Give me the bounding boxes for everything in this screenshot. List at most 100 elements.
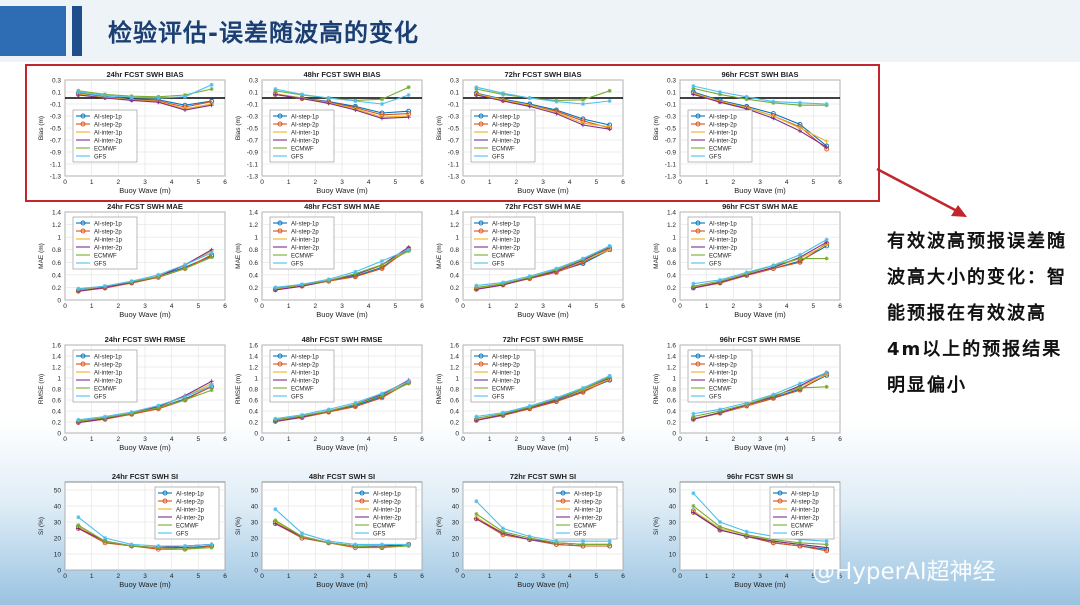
x-tick-label: 0: [63, 303, 67, 310]
x-tick-label: 0: [260, 573, 264, 580]
y-tick-label: 1.2: [249, 222, 258, 229]
chart-panel-8: [679, 211, 841, 301]
x-tick-label: 0: [260, 303, 264, 310]
legend-box: [687, 109, 753, 163]
data-point: [76, 286, 81, 291]
legend-marker: [277, 228, 283, 234]
data-point: [691, 92, 696, 97]
data-point: [718, 524, 722, 529]
data-point: [744, 529, 749, 534]
series-line-AI-inter-2p: [275, 93, 409, 119]
chart-title: 48hr FCST SWH RMSE: [302, 335, 383, 344]
data-point: [744, 400, 749, 405]
y-tick-label: 0.8: [450, 387, 459, 394]
data-point: [607, 127, 612, 132]
series-line-AI-inter-2p: [476, 246, 610, 290]
data-point: [527, 274, 532, 279]
data-point: [406, 542, 411, 547]
x-tick-label: 3: [541, 573, 545, 580]
legend-label: GFS: [176, 531, 188, 537]
data-point: [607, 243, 612, 248]
legend-marker: [80, 353, 86, 359]
legend-box: [470, 349, 536, 403]
data-point: [744, 94, 749, 99]
legend-label: AI-inter-2p: [709, 138, 738, 144]
data-point: [581, 97, 585, 102]
y-tick-label: 1.4: [249, 354, 258, 361]
legend-box: [154, 486, 220, 540]
data-point: [273, 416, 278, 421]
chart-panel-5: [64, 211, 226, 301]
legend-box: [269, 216, 335, 270]
legend-label: AI-inter-1p: [176, 507, 205, 513]
y-tick-label: 0.1: [249, 90, 258, 97]
y-tick-label: 0.8: [249, 247, 258, 254]
x-tick-label: 4: [785, 436, 789, 443]
legend-label: ECMWF: [492, 386, 515, 392]
x-tick-label: 2: [515, 573, 519, 580]
series-line-AI-step-2p: [476, 93, 610, 129]
series-line-GFS: [693, 371, 827, 415]
legend-marker: [478, 353, 484, 359]
conclusion-text: 有效波高预报误差随波高大小的变化：智能预报在有效波高4m以上的预报结果明显偏小: [887, 231, 1067, 396]
data-point: [798, 540, 802, 545]
data-point: [209, 383, 214, 388]
x-tick-label: 5: [197, 179, 201, 186]
legend-label: AI-step-1p: [373, 491, 401, 497]
data-point: [718, 90, 722, 94]
legend-label: AI-step-2p: [492, 229, 520, 235]
data-point: [718, 100, 722, 105]
x-axis-label: Buoy Wave (m): [119, 310, 171, 319]
y-tick-label: -0.7: [50, 138, 62, 145]
data-point: [103, 539, 107, 544]
series-line-AI-inter-2p: [275, 246, 409, 291]
legend-box: [72, 216, 138, 270]
x-tick-label: 0: [461, 303, 465, 310]
series-line-AI-inter-2p: [78, 94, 212, 111]
chart-panel-1: [64, 79, 226, 177]
data-point: [156, 96, 161, 100]
y-tick-label: 1.2: [52, 365, 61, 372]
legend-label: AI-step-1p: [709, 221, 737, 227]
x-tick-label: 1: [287, 303, 291, 310]
data-point: [326, 101, 331, 106]
watermark: @HyperAI超神经: [812, 559, 996, 585]
x-tick-label: 0: [63, 436, 67, 443]
x-axis-label: Buoy Wave (m): [734, 186, 786, 195]
y-tick-label: 0.2: [450, 285, 459, 292]
y-axis-label: RMSE (m): [235, 374, 242, 404]
data-point: [103, 284, 107, 289]
data-point: [353, 400, 358, 405]
data-point: [771, 537, 776, 542]
y-axis-label: Bias (m): [653, 116, 660, 140]
data-point: [607, 99, 612, 103]
series-line-AI-inter-1p: [476, 93, 610, 128]
series-line-AI-inter-2p: [693, 93, 827, 148]
legend-marker: [695, 113, 701, 119]
y-tick-label: 0.1: [52, 90, 61, 97]
y-tick-label: -0.3: [448, 114, 460, 121]
series-line-ECMWF: [693, 257, 827, 287]
y-tick-label: 20: [452, 536, 460, 543]
legend-box: [470, 216, 536, 270]
y-tick-label: 1.2: [450, 222, 459, 229]
legend-marker: [695, 220, 701, 226]
data-point: [501, 529, 505, 534]
legend-label: AI-inter-1p: [373, 507, 402, 513]
y-tick-label: 0: [57, 568, 61, 575]
legend-label: GFS: [709, 261, 721, 267]
x-tick-label: 6: [223, 179, 227, 186]
data-point: [209, 255, 214, 260]
legend-label: ECMWF: [791, 523, 814, 529]
y-tick-label: 0.1: [450, 90, 459, 97]
y-tick-label: 0.2: [52, 285, 61, 292]
data-point: [718, 520, 722, 524]
legend-label: AI-step-1p: [492, 221, 520, 227]
x-tick-label: 4: [785, 573, 789, 580]
x-tick-label: 3: [758, 436, 762, 443]
x-axis-label: Buoy Wave (m): [517, 580, 569, 589]
y-axis-label: SI (%): [653, 517, 660, 535]
y-tick-label: 1: [254, 376, 258, 383]
y-tick-label: 0.6: [450, 260, 459, 267]
y-tick-label: -0.9: [50, 150, 62, 157]
